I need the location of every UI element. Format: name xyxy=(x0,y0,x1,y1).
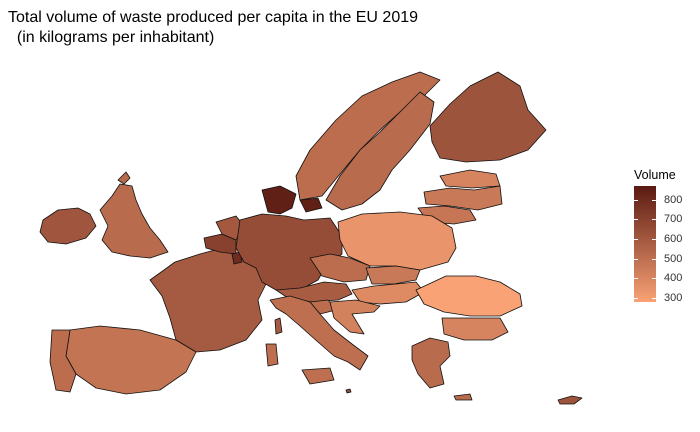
country-ireland xyxy=(39,207,97,245)
country-united-kingdom xyxy=(99,171,169,259)
title-line-1: Total volume of waste produced per capit… xyxy=(8,9,419,26)
country-poland xyxy=(337,211,457,271)
country-malta xyxy=(345,388,352,394)
legend-tick-label: 800 xyxy=(664,193,683,206)
chart-title: Total volume of waste produced per capit… xyxy=(8,8,418,48)
country-sweden xyxy=(325,91,435,211)
legend-title: Volume xyxy=(634,168,676,182)
legend-tick-mark xyxy=(652,219,656,221)
legend-tick-label: 300 xyxy=(664,292,683,305)
legend-scale: 800 700 600 500 400 300 xyxy=(634,186,682,304)
legend: Volume 800 700 600 500 400 300 xyxy=(634,168,682,304)
title-line-2: (in kilograms per inhabitant) xyxy=(8,29,215,46)
country-hungary xyxy=(351,281,425,305)
legend-tick-mark xyxy=(652,239,656,241)
country-estonia xyxy=(439,169,501,189)
legend-tick-mark xyxy=(634,258,638,260)
country-slovakia xyxy=(365,265,421,285)
legend-tick-label: 400 xyxy=(664,272,683,285)
legend-tick-label: 600 xyxy=(664,233,683,246)
country-cyprus xyxy=(557,395,583,405)
legend-tick-label: 500 xyxy=(664,252,683,265)
country-luxembourg xyxy=(231,251,243,265)
country-italy xyxy=(265,295,369,385)
legend-tick-mark xyxy=(652,278,656,280)
legend-tick-label: 700 xyxy=(664,213,683,226)
country-finland xyxy=(429,71,547,163)
legend-tick-mark xyxy=(652,199,656,201)
country-latvia xyxy=(423,185,503,211)
legend-tick-mark xyxy=(652,258,656,260)
legend-tick-mark xyxy=(634,278,638,280)
country-denmark xyxy=(261,185,323,215)
country-bulgaria xyxy=(441,317,509,341)
legend-tick-mark xyxy=(634,199,638,201)
country-portugal xyxy=(49,329,77,393)
country-romania xyxy=(415,275,523,317)
country-norway xyxy=(295,71,441,201)
country-greece xyxy=(411,337,473,401)
country-croatia xyxy=(329,299,381,335)
legend-color-bar xyxy=(634,186,656,302)
legend-tick-mark xyxy=(652,298,656,300)
legend-tick-mark xyxy=(634,219,638,221)
legend-tick-mark xyxy=(634,239,638,241)
legend-tick-mark xyxy=(634,298,638,300)
